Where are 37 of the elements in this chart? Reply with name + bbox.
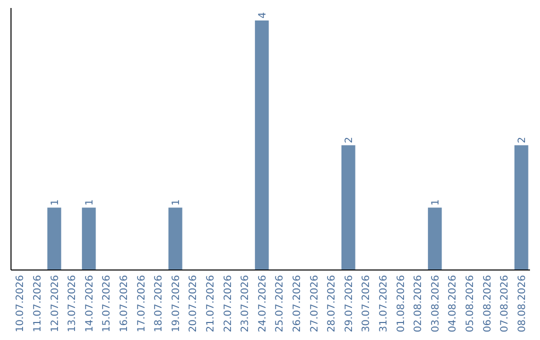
data-label: 4 — [257, 12, 268, 18]
x-tick-label: 12.07.2026 — [50, 275, 61, 332]
x-tick-label: 11.07.2026 — [32, 275, 44, 332]
x-tick-label: 27.07.2026 — [309, 275, 320, 332]
x-tick-label: 01.08.2026 — [396, 275, 407, 332]
x-tick-label: 08.08.2026 — [516, 275, 528, 332]
x-tick-label: 28.07.2026 — [326, 275, 338, 332]
x-tick-label: 02.08.2026 — [413, 275, 424, 332]
data-label: 1 — [50, 199, 61, 206]
data-label: 1 — [430, 199, 442, 206]
x-tick-label: 06.08.2026 — [482, 275, 494, 332]
x-tick-label: 15.07.2026 — [102, 275, 113, 332]
x-tick-label: 04.08.2026 — [448, 275, 459, 332]
x-tick-label: 29.07.2026 — [344, 275, 355, 332]
data-label: 2 — [516, 136, 528, 144]
x-tick-label: 07.08.2026 — [500, 275, 511, 332]
x-tick-label: 21.07.2026 — [205, 275, 216, 332]
data-label: 1 — [170, 199, 182, 206]
x-tick-label: 14.07.2026 — [84, 275, 96, 332]
x-tick-label: 23.07.2026 — [240, 275, 252, 332]
x-tick-label: 16.07.2026 — [118, 275, 130, 332]
x-tick-label: 31.07.2026 — [378, 275, 390, 332]
data-label: 2 — [344, 136, 355, 144]
x-tick-label: 13.07.2026 — [67, 275, 78, 332]
x-tick-label: 17.07.2026 — [136, 275, 148, 332]
x-tick-label: 24.07.2026 — [257, 275, 268, 332]
x-tick-label: 25.07.2026 — [274, 275, 286, 332]
data-label: 1 — [84, 199, 96, 206]
x-tick-label: 20.07.2026 — [188, 275, 200, 332]
x-tick-label: 19.07.2026 — [170, 275, 182, 332]
x-tick-label: 10.07.2026 — [15, 275, 26, 332]
x-tick-label: 18.07.2026 — [154, 275, 165, 332]
x-tick-label: 30.07.2026 — [361, 275, 372, 332]
x-tick-label: 26.07.2026 — [292, 275, 303, 332]
x-tick-label: 22.07.2026 — [222, 275, 234, 332]
x-tick-label: 03.08.2026 — [430, 275, 442, 332]
x-tick-label: 05.08.2026 — [464, 275, 476, 332]
